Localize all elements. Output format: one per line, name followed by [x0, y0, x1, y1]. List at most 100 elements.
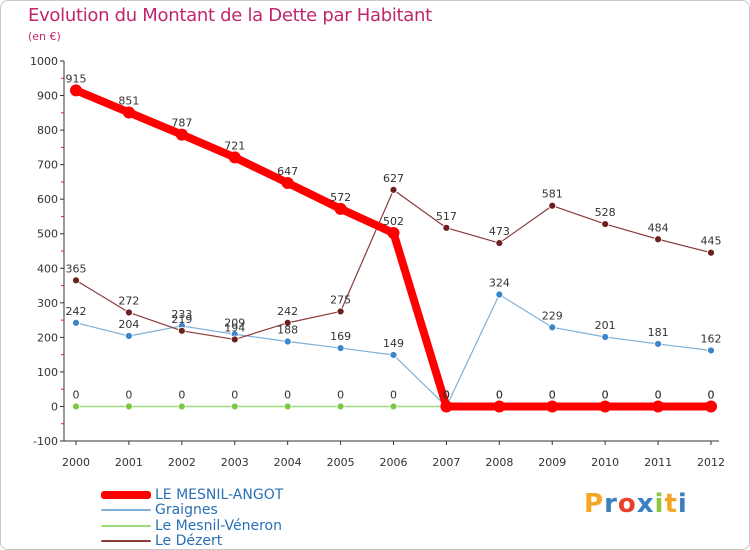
data-point — [705, 400, 717, 413]
data-label: 149 — [383, 337, 404, 350]
data-point — [654, 235, 662, 244]
chart-series — [70, 84, 717, 413]
data-label: 209 — [224, 316, 245, 329]
legend-label: Le Dézert — [155, 533, 223, 549]
data-label: 181 — [648, 326, 669, 339]
data-label: 162 — [701, 332, 722, 345]
x-tick-label: 2004 — [274, 456, 302, 469]
data-point — [601, 220, 610, 228]
legend-label: Le Mesnil-Véneron — [155, 518, 282, 534]
y-tick-label: 1000 — [30, 55, 58, 68]
x-tick-label: 2006 — [380, 456, 408, 469]
data-label: 915 — [66, 72, 87, 85]
data-point — [707, 346, 715, 355]
data-label: 851 — [118, 94, 139, 107]
data-label: 0 — [337, 388, 344, 401]
data-point — [72, 402, 80, 411]
x-tick-label: 2002 — [168, 456, 196, 469]
logo-letter: o — [617, 489, 637, 519]
y-tick-label: 200 — [37, 331, 58, 344]
legend-label: Graignes — [155, 502, 218, 518]
x-tick-label: 2012 — [697, 456, 725, 469]
data-point — [493, 400, 506, 413]
data-point — [230, 335, 239, 344]
data-point — [389, 402, 398, 411]
data-point — [387, 227, 400, 240]
data-label: 365 — [66, 262, 87, 275]
legend-swatch — [101, 525, 151, 527]
data-point — [440, 400, 453, 413]
data-label: 275 — [330, 293, 351, 306]
data-label: 0 — [496, 388, 503, 401]
y-tick-label: 800 — [37, 124, 58, 137]
proxiti-logo: Proxiti — [584, 489, 688, 519]
data-label: 647 — [277, 165, 298, 178]
data-point — [70, 84, 82, 97]
y-tick-label: -100 — [33, 435, 58, 448]
data-label: 324 — [489, 277, 510, 290]
data-point — [546, 400, 559, 413]
data-label: 502 — [383, 215, 404, 228]
data-label: 528 — [595, 206, 616, 219]
data-point — [601, 333, 610, 341]
data-point — [336, 344, 345, 352]
data-label: 0 — [708, 388, 715, 401]
data-point — [389, 351, 398, 359]
data-label: 0 — [284, 388, 291, 401]
data-label: 0 — [390, 388, 397, 401]
data-point — [336, 307, 345, 316]
data-label: 0 — [602, 388, 609, 401]
y-tick-label: 0 — [51, 400, 58, 413]
data-label: 0 — [73, 388, 80, 401]
data-label: 0 — [602, 388, 609, 401]
data-label: 229 — [542, 309, 563, 322]
x-tick-label: 2008 — [485, 456, 513, 469]
x-tick-label: 2009 — [538, 456, 566, 469]
data-point — [442, 223, 451, 232]
logo-letter: i — [654, 489, 665, 519]
data-point — [548, 201, 557, 210]
logo-letter: P — [584, 489, 605, 519]
chart-axes: -100010020030040050060070080090010002000… — [30, 55, 725, 469]
y-tick-label: 400 — [37, 262, 58, 275]
data-label: 0 — [443, 388, 450, 401]
data-label: 0 — [443, 388, 450, 401]
data-point — [175, 128, 188, 141]
data-label: 572 — [330, 191, 351, 204]
chart-data-labels: 365 272 219 194 242 275 627 517 473 581 528 484 445 2… — [66, 72, 722, 401]
data-point — [283, 337, 292, 346]
data-label: 0 — [443, 388, 450, 401]
y-tick-label: 500 — [37, 228, 58, 241]
legend-label: LE MESNIL-ANGOT — [155, 487, 284, 503]
data-label: 473 — [489, 225, 510, 238]
y-tick-label: 100 — [37, 366, 58, 379]
data-point — [177, 326, 186, 335]
x-tick-label: 2001 — [115, 456, 143, 469]
y-tick-label: 700 — [37, 159, 58, 172]
data-point — [495, 239, 504, 247]
data-point — [125, 308, 133, 317]
data-point — [125, 332, 133, 340]
legend-item: LE MESNIL-ANGOT — [101, 487, 283, 503]
data-point — [283, 318, 292, 327]
data-label: 517 — [436, 210, 457, 223]
data-label: 484 — [648, 221, 669, 234]
data-label: 445 — [701, 235, 722, 248]
data-label: 0 — [496, 388, 503, 401]
y-tick-label: 300 — [37, 297, 58, 310]
logo-letter: i — [677, 489, 688, 519]
data-point — [125, 402, 133, 411]
data-point — [122, 106, 135, 119]
x-tick-label: 2005 — [327, 456, 355, 469]
data-label: 169 — [330, 330, 351, 343]
y-tick-label: 900 — [37, 90, 58, 103]
logo-letter: x — [636, 489, 655, 519]
data-point — [283, 402, 292, 411]
logo-letter: r — [604, 489, 618, 519]
legend-swatch — [101, 540, 151, 542]
data-label: 233 — [171, 308, 192, 321]
data-label: 194 — [224, 321, 245, 334]
data-point — [177, 402, 186, 411]
data-label: 242 — [66, 305, 87, 318]
data-label: 627 — [383, 172, 404, 185]
